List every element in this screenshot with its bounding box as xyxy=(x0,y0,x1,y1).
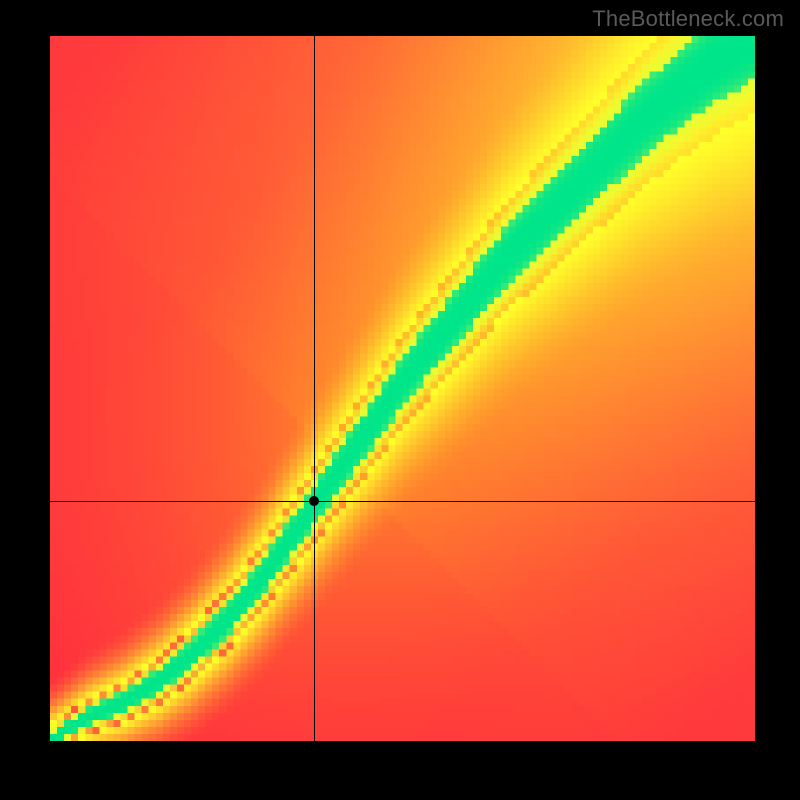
selection-marker xyxy=(309,496,319,506)
crosshair-vertical xyxy=(314,36,315,741)
heatmap-canvas xyxy=(50,36,755,741)
plot-area xyxy=(50,36,755,741)
chart-container: TheBottleneck.com xyxy=(0,0,800,800)
watermark-text: TheBottleneck.com xyxy=(592,6,784,32)
crosshair-horizontal xyxy=(50,501,755,502)
